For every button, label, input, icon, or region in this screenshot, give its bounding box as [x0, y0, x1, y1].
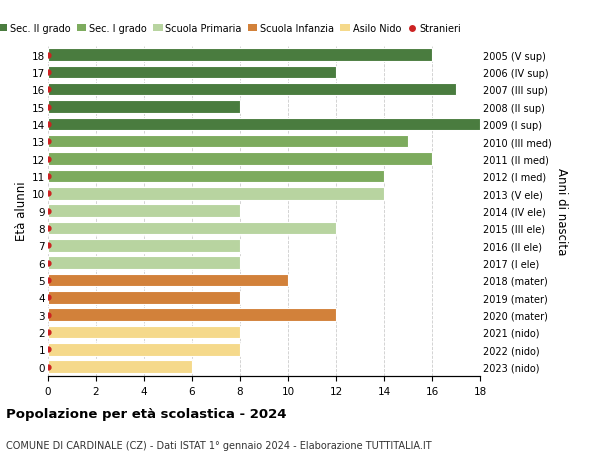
Bar	[48, 222, 336, 235]
Y-axis label: Età alunni: Età alunni	[15, 181, 28, 241]
Legend: Sec. II grado, Sec. I grado, Scuola Primaria, Scuola Infanzia, Asilo Nido, Stran: Sec. II grado, Sec. I grado, Scuola Prim…	[0, 20, 465, 38]
Bar	[48, 205, 240, 218]
Bar	[48, 291, 240, 304]
Bar	[48, 257, 240, 269]
Text: Popolazione per età scolastica - 2024: Popolazione per età scolastica - 2024	[6, 407, 287, 420]
Bar	[48, 309, 336, 321]
Bar	[48, 49, 432, 62]
Bar	[48, 170, 384, 183]
Bar	[48, 361, 192, 373]
Bar	[48, 118, 480, 131]
Bar	[48, 343, 240, 356]
Bar	[48, 67, 336, 79]
Bar	[48, 136, 408, 148]
Bar	[48, 84, 456, 96]
Bar	[48, 326, 240, 338]
Text: COMUNE DI CARDINALE (CZ) - Dati ISTAT 1° gennaio 2024 - Elaborazione TUTTITALIA.: COMUNE DI CARDINALE (CZ) - Dati ISTAT 1°…	[6, 440, 431, 450]
Bar	[48, 101, 240, 113]
Bar	[48, 240, 240, 252]
Bar	[48, 153, 432, 165]
Y-axis label: Anni di nascita: Anni di nascita	[555, 168, 568, 255]
Bar	[48, 188, 384, 200]
Bar	[48, 274, 288, 286]
